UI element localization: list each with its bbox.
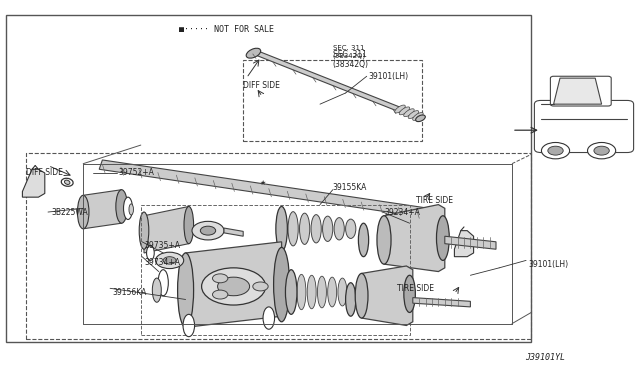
Text: 39752+A: 39752+A: [118, 169, 154, 177]
Ellipse shape: [404, 109, 414, 117]
Ellipse shape: [276, 210, 287, 247]
Ellipse shape: [399, 107, 410, 115]
Ellipse shape: [158, 270, 168, 296]
Circle shape: [163, 257, 176, 264]
Text: DIFF SIDE: DIFF SIDE: [243, 81, 280, 90]
Text: 3B225WA: 3B225WA: [51, 208, 88, 217]
Polygon shape: [253, 50, 416, 117]
Text: DIFF SIDE: DIFF SIDE: [26, 169, 63, 177]
Ellipse shape: [395, 105, 405, 113]
Text: (38342Q): (38342Q): [333, 53, 366, 59]
Circle shape: [202, 268, 266, 305]
Text: 39735+A: 39735+A: [144, 241, 180, 250]
Circle shape: [212, 274, 228, 283]
Text: SEC. 311: SEC. 311: [333, 45, 364, 51]
Circle shape: [212, 290, 228, 299]
Ellipse shape: [152, 278, 161, 302]
Circle shape: [156, 252, 184, 269]
Ellipse shape: [285, 270, 297, 314]
Ellipse shape: [297, 275, 306, 310]
Circle shape: [541, 142, 570, 159]
Ellipse shape: [124, 197, 132, 219]
Ellipse shape: [415, 115, 426, 122]
Ellipse shape: [61, 178, 73, 186]
Ellipse shape: [129, 204, 134, 215]
Ellipse shape: [183, 314, 195, 337]
Ellipse shape: [323, 216, 333, 241]
Ellipse shape: [346, 219, 356, 238]
Ellipse shape: [140, 212, 149, 249]
Ellipse shape: [77, 195, 89, 229]
Circle shape: [192, 221, 224, 240]
Ellipse shape: [184, 206, 193, 244]
Circle shape: [200, 226, 216, 235]
Text: 39155KA: 39155KA: [333, 183, 367, 192]
Ellipse shape: [317, 276, 326, 308]
Ellipse shape: [404, 275, 415, 312]
Circle shape: [594, 146, 609, 155]
Text: TIRE SIDE: TIRE SIDE: [397, 284, 434, 293]
Ellipse shape: [147, 246, 154, 260]
Ellipse shape: [408, 110, 419, 119]
Polygon shape: [144, 206, 189, 253]
Ellipse shape: [246, 48, 260, 58]
Circle shape: [588, 142, 616, 159]
Polygon shape: [554, 78, 602, 104]
Ellipse shape: [288, 212, 298, 246]
Ellipse shape: [274, 247, 290, 322]
Text: J39101YL: J39101YL: [525, 353, 564, 362]
Polygon shape: [99, 160, 442, 219]
Ellipse shape: [276, 206, 287, 251]
Text: TIRE SIDE: TIRE SIDE: [416, 196, 453, 205]
Ellipse shape: [377, 216, 391, 264]
Text: 39734+A: 39734+A: [144, 258, 180, 267]
Polygon shape: [224, 228, 243, 236]
Polygon shape: [22, 169, 45, 197]
Text: 39101(LH): 39101(LH): [528, 260, 568, 269]
Text: 39101(LH): 39101(LH): [368, 72, 408, 81]
Circle shape: [218, 277, 250, 296]
Ellipse shape: [65, 180, 70, 185]
Polygon shape: [186, 242, 282, 327]
Ellipse shape: [436, 216, 449, 260]
Polygon shape: [413, 298, 470, 307]
Ellipse shape: [355, 273, 368, 318]
Ellipse shape: [116, 190, 127, 223]
Circle shape: [253, 282, 268, 291]
Text: 39234+A: 39234+A: [384, 208, 420, 217]
Polygon shape: [454, 231, 474, 257]
FancyBboxPatch shape: [550, 76, 611, 106]
Ellipse shape: [328, 277, 337, 307]
Text: ★: ★: [259, 180, 266, 186]
Ellipse shape: [307, 275, 316, 309]
Ellipse shape: [334, 218, 344, 240]
Polygon shape: [384, 205, 445, 272]
Text: 39156KA: 39156KA: [112, 288, 147, 296]
Ellipse shape: [263, 307, 275, 329]
Ellipse shape: [287, 273, 296, 311]
Ellipse shape: [338, 278, 347, 306]
Polygon shape: [362, 266, 413, 326]
Text: SEC. 311
(38342Q): SEC. 311 (38342Q): [333, 50, 369, 69]
Polygon shape: [445, 236, 496, 249]
Polygon shape: [83, 190, 122, 229]
FancyBboxPatch shape: [534, 100, 634, 153]
Ellipse shape: [300, 213, 310, 244]
Ellipse shape: [346, 283, 356, 316]
Text: ■····· NOT FOR SALE: ■····· NOT FOR SALE: [179, 25, 274, 34]
Circle shape: [548, 146, 563, 155]
Ellipse shape: [311, 215, 321, 243]
Ellipse shape: [413, 112, 423, 121]
Ellipse shape: [358, 223, 369, 257]
Ellipse shape: [178, 253, 193, 327]
